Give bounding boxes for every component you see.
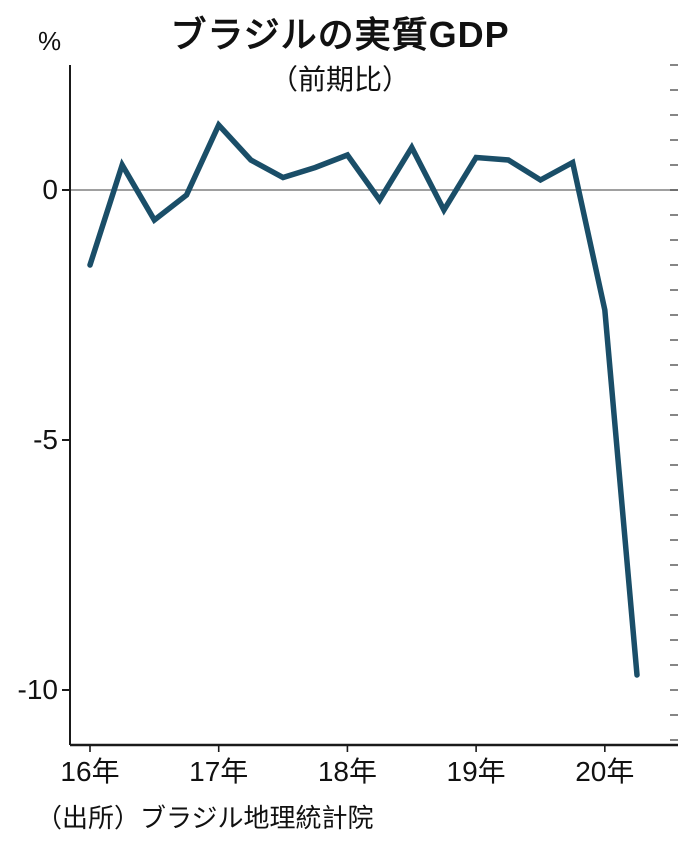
chart-subtitle: （前期比） [269,64,410,95]
chart-title: ブラジルの実質GDP [170,14,510,55]
y-axis-label: 0 [42,174,58,205]
x-axis-label: 17年 [189,756,249,787]
y-axis-label: -5 [33,424,58,455]
y-axis-label: -10 [17,674,58,705]
x-axis-label: 18年 [317,756,377,787]
x-axis-label: 16年 [60,756,120,787]
gdp-series-line [87,120,640,678]
y-axis-unit-label: % [38,26,62,56]
source-note: （出所）ブラジル地理統計院 [36,803,374,833]
x-axis-label: 19年 [446,756,506,787]
x-axis-label: 20年 [575,756,635,787]
